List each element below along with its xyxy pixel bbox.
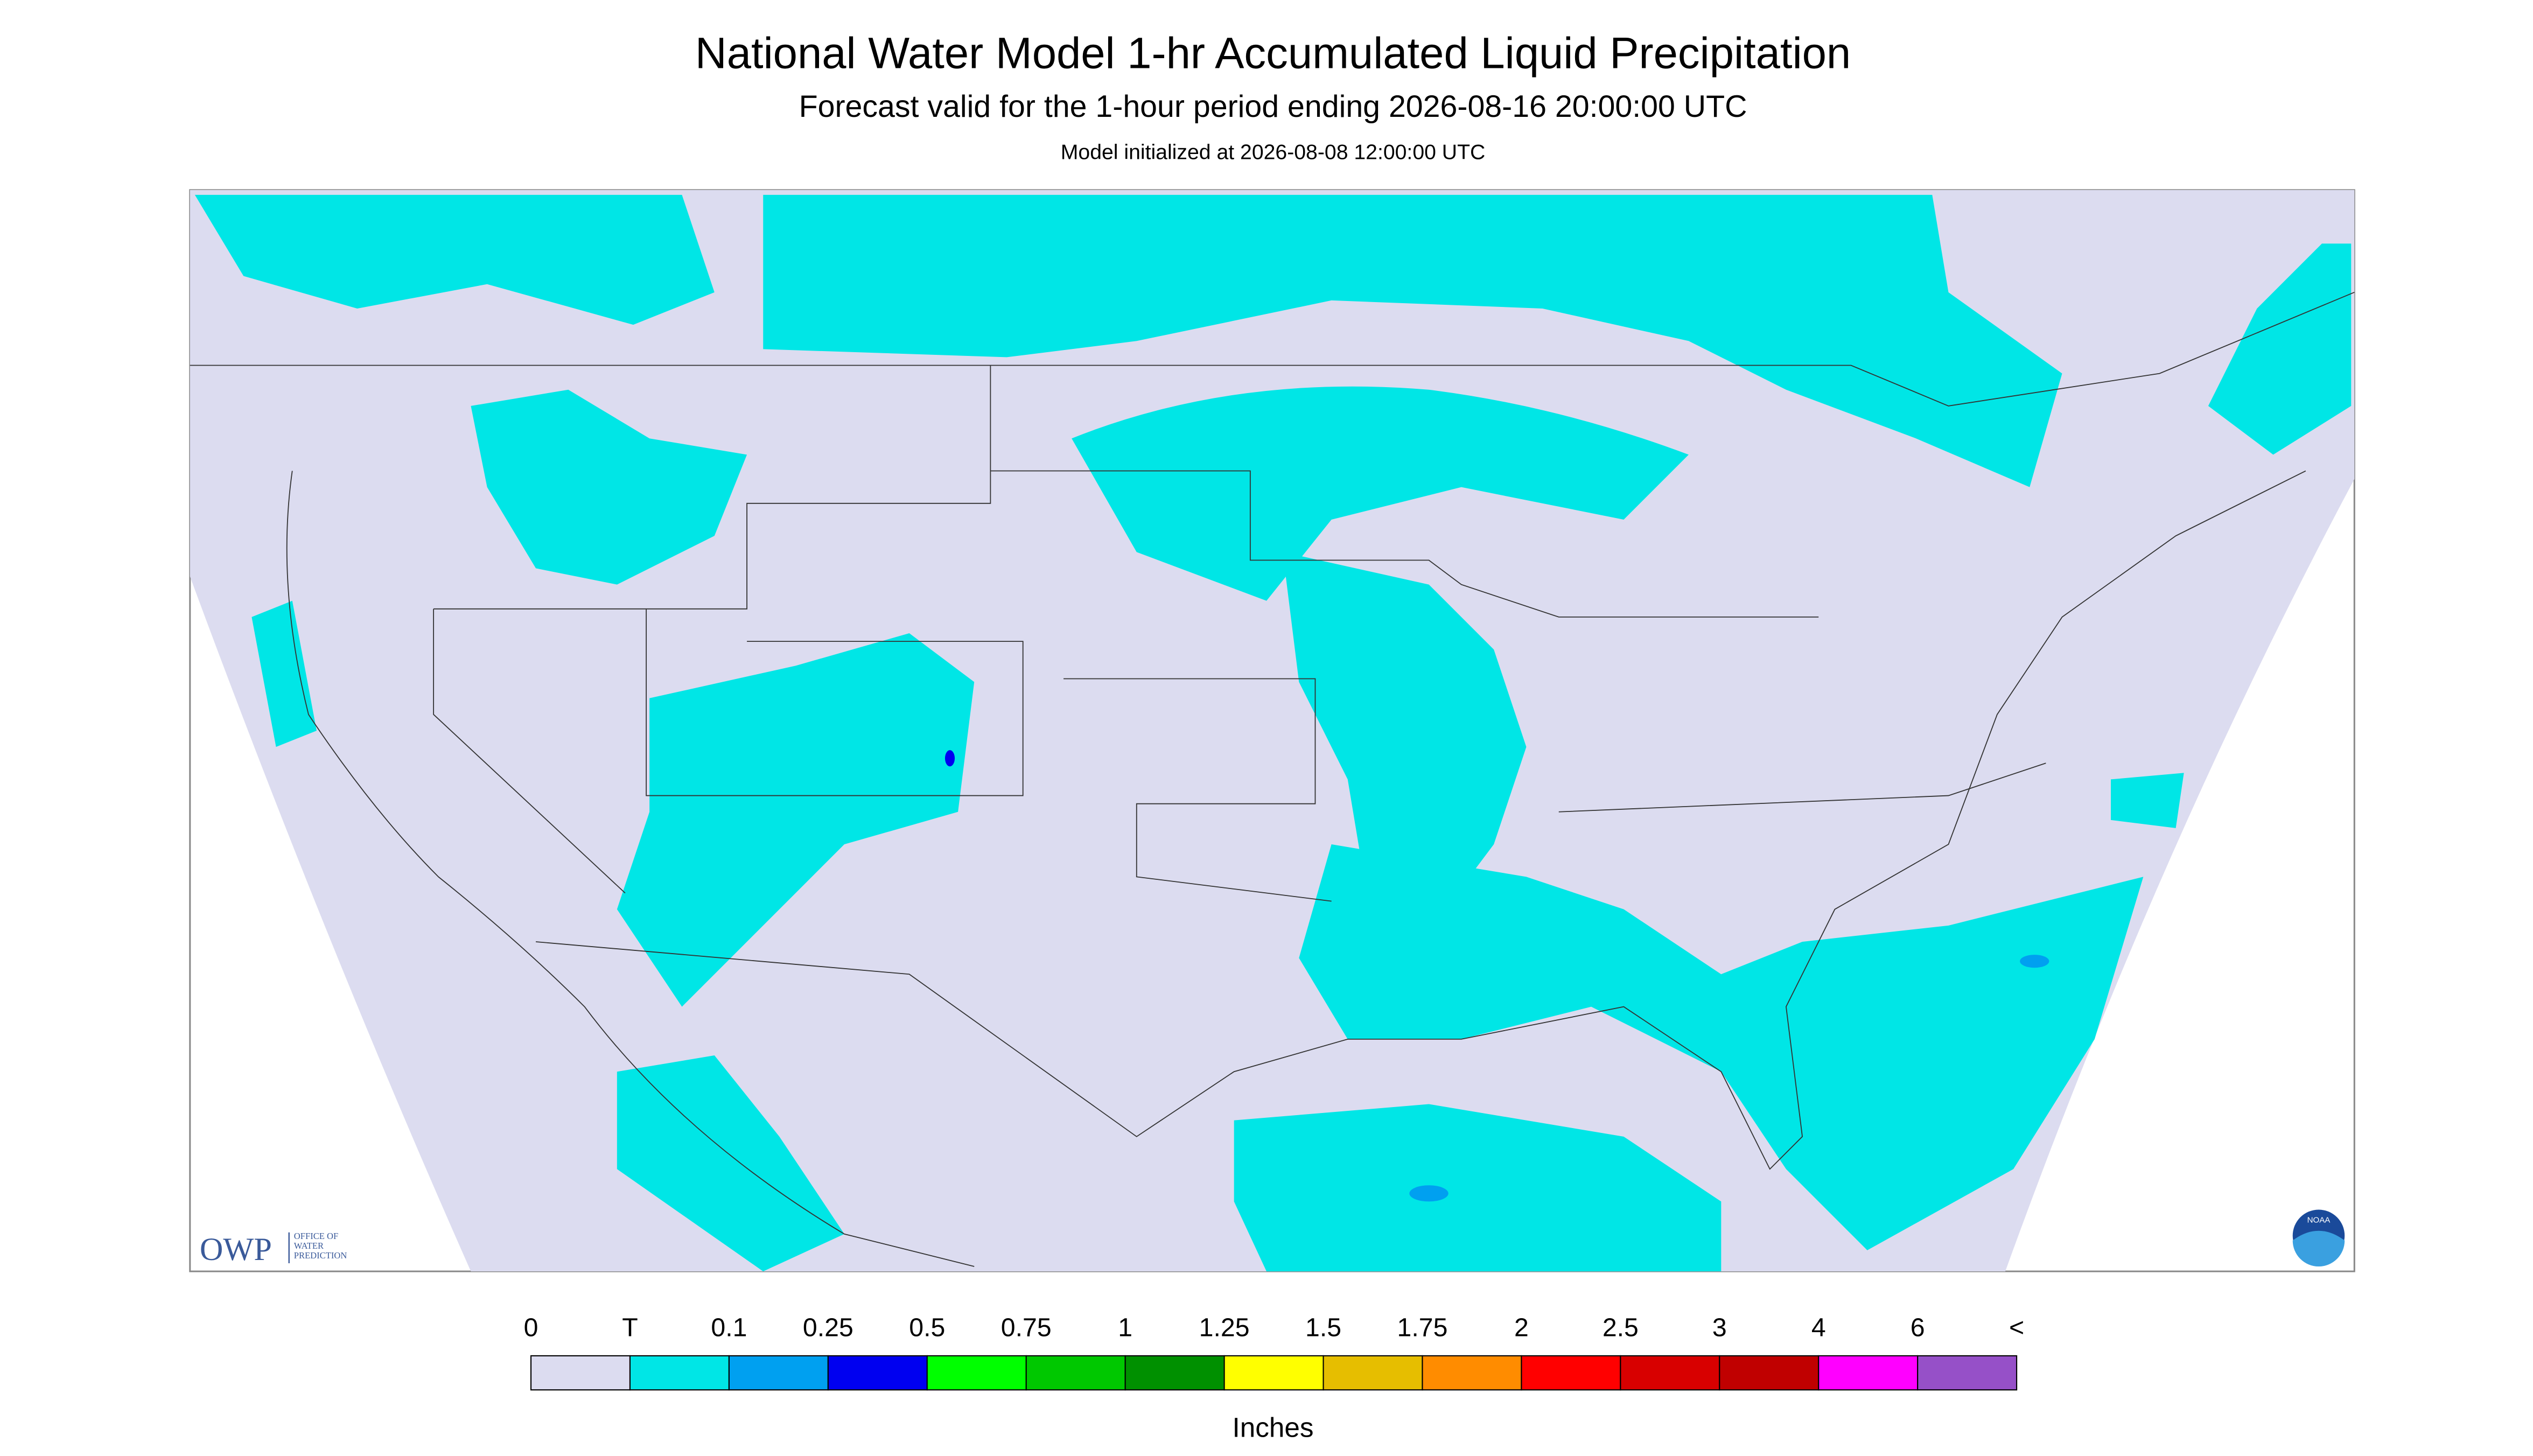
owp-logo: OWP OFFICE OF WATER PREDICTION [200,1231,347,1268]
subtitle: Forecast valid for the 1-hour period end… [799,89,1747,124]
noaa-text: NOAA [2307,1216,2331,1225]
legend: 0 T 0.1 0.25 0.5 0.75 1 1.25 1.5 1.75 2 2.5 3 4 6 < [524,1313,2024,1391]
legend-label: 0.75 [1001,1313,1052,1342]
legend-label: 0.5 [909,1313,945,1342]
legend-label: 1.75 [1397,1313,1448,1342]
map [189,189,2355,1272]
legend-label: 2.5 [1603,1313,1639,1342]
legend-label: 0.25 [803,1313,853,1342]
owp-text: OWP [200,1231,272,1268]
legend-swatch [1422,1355,1522,1391]
legend-label: 6 [1911,1313,1925,1342]
legend-swatch [1620,1355,1720,1391]
legend-label: 3 [1712,1313,1727,1342]
legend-label: 0 [524,1313,538,1342]
legend-swatch [629,1355,730,1391]
legend-swatch [1124,1355,1225,1391]
legend-label: T [622,1313,638,1342]
boundaries [190,291,2355,1267]
legend-swatch [1917,1355,2018,1391]
legend-label: 1.25 [1199,1313,1250,1342]
legend-swatch [1818,1355,1919,1391]
owp-sub: OFFICE OF [294,1231,338,1241]
legend-label: 2 [1514,1313,1529,1342]
legend-label: 4 [1811,1313,1826,1342]
init-time: Model initialized at 2026-08-08 12:00:00… [1061,141,1486,164]
legend-swatch [728,1355,829,1391]
precip-core [1409,1185,1449,1202]
legend-swatch [926,1355,1027,1391]
legend-label: 1.5 [1305,1313,1341,1342]
legend-label: 1 [1118,1313,1132,1342]
legend-swatch [1719,1355,1820,1391]
owp-sub: PREDICTION [294,1250,347,1261]
legend-label: < [2009,1313,2024,1342]
legend-swatch [827,1355,928,1391]
legend-swatch [1223,1355,1324,1391]
precip-core [2020,955,2049,968]
legend-swatch [1323,1355,1423,1391]
legend-swatch [1521,1355,1621,1391]
owp-sub: WATER [294,1241,324,1251]
legend-units: Inches [1233,1412,1314,1443]
legend-label: 0.1 [711,1313,747,1342]
title: National Water Model 1-hr Accumulated Li… [695,29,1851,78]
precip-areas [194,194,2352,1272]
noaa-logo: NOAA [2292,1209,2345,1267]
legend-swatch [530,1355,631,1391]
legend-swatch [1025,1355,1126,1391]
precip-core [944,750,955,767]
